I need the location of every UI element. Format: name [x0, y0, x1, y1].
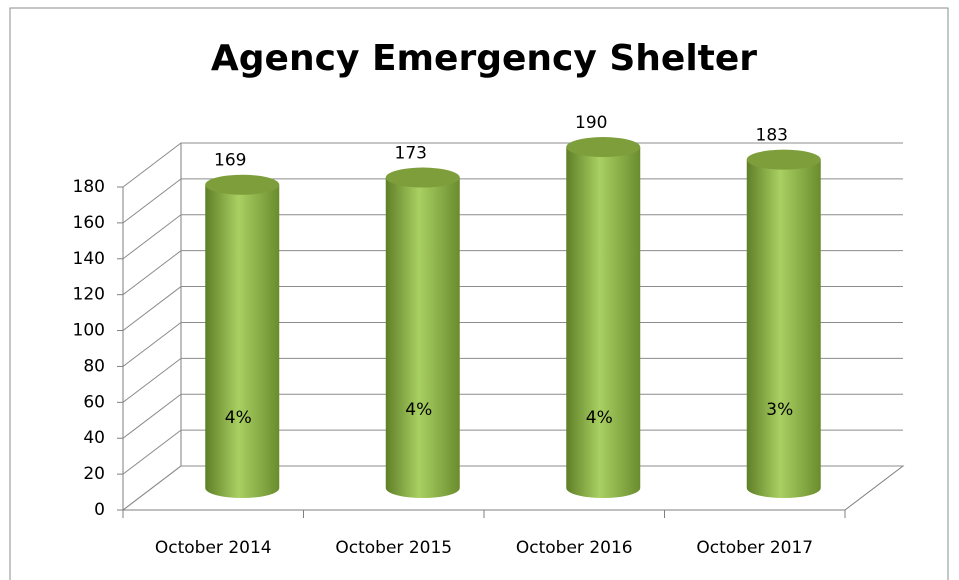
cylinder-body: [746, 159, 821, 498]
value-label: 169: [214, 151, 246, 171]
y-tick-label: 80: [83, 356, 105, 376]
x-tick-label: October 2015: [335, 538, 452, 558]
annotation: 4%: [225, 408, 252, 428]
y-tick-label: 160: [73, 213, 105, 233]
cylinder-top: [385, 167, 460, 188]
y-tick-label: 0: [94, 500, 105, 520]
grid-line: [122, 429, 903, 475]
annotation: 4%: [586, 408, 613, 428]
grid-line: [122, 286, 903, 331]
bar: [205, 174, 280, 498]
grid-line: [122, 142, 903, 188]
cylinder-body: [385, 177, 460, 499]
grid-line: [122, 465, 903, 511]
y-tick-label: 180: [73, 177, 105, 197]
grid-line: [122, 250, 903, 296]
y-tick-label: 60: [83, 392, 105, 412]
cylinder-top: [746, 149, 821, 170]
cylinder-body: [566, 147, 641, 499]
x-tick-label: October 2017: [696, 538, 813, 558]
annotation: 3%: [766, 400, 793, 420]
chart-title: Agency Emergency Shelter: [211, 38, 757, 79]
grid-line: [122, 357, 903, 403]
annotation: 4%: [405, 400, 432, 420]
bar: [566, 137, 641, 499]
x-tick-label: October 2016: [516, 538, 633, 558]
value-label: 183: [756, 126, 788, 146]
grid-line: [122, 393, 903, 439]
value-label: 190: [575, 113, 607, 133]
y-tick-label: 100: [73, 321, 105, 341]
bar: [746, 149, 821, 498]
grid-line: [122, 178, 903, 224]
x-tick-label: October 2014: [155, 538, 272, 558]
y-tick-label: 40: [83, 428, 105, 448]
y-tick-label: 120: [73, 285, 105, 305]
cylinder-body: [205, 184, 280, 498]
cylinder-top: [566, 137, 641, 158]
cylinder-top: [205, 174, 280, 195]
grid-line: [122, 321, 903, 367]
y-tick-label: 20: [83, 464, 105, 484]
bar: [385, 167, 460, 499]
y-tick-label: 140: [73, 249, 105, 269]
grid-line: [122, 214, 903, 260]
value-label: 173: [395, 144, 427, 164]
